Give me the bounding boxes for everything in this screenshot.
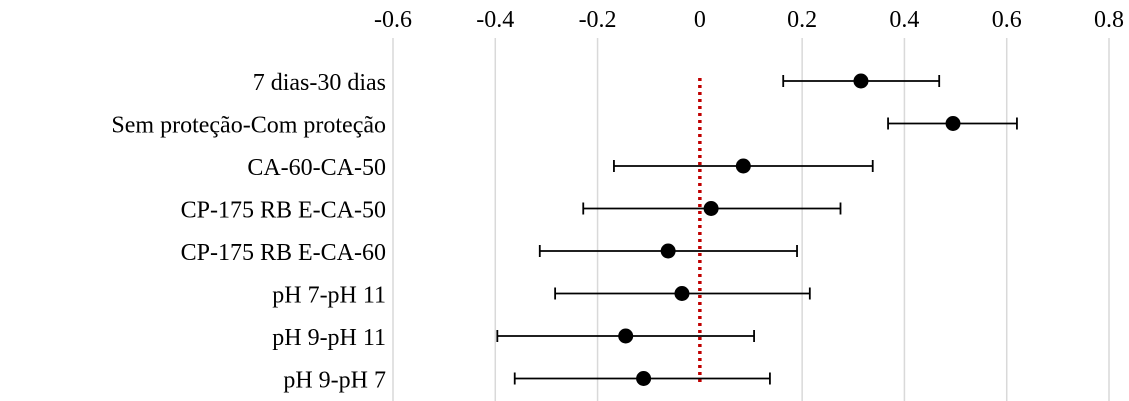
- x-tick-label: 0: [694, 7, 706, 33]
- confidence-intervals: [496, 75, 1018, 385]
- point-estimate: [703, 201, 719, 216]
- point-estimate: [674, 286, 690, 301]
- point-estimates: [618, 73, 961, 386]
- x-tick-label: 0.6: [992, 7, 1022, 33]
- x-tick-label: -0.2: [579, 7, 617, 33]
- x-tick-label: 0.2: [787, 7, 817, 33]
- x-tick-label: 0.8: [1094, 7, 1124, 33]
- point-estimate: [660, 243, 676, 259]
- x-axis-tick-labels: -0.6 -0.4 -0.2 0 0.2 0.4 0.6 0.8: [374, 7, 1124, 33]
- category-label: pH 9-pH 11: [272, 325, 386, 351]
- category-label: CA-60-CA-50: [247, 155, 386, 181]
- category-label: pH 7-pH 11: [272, 283, 386, 309]
- point-estimate: [735, 158, 751, 174]
- category-label: CP-175 RB E-CA-60: [181, 240, 386, 266]
- category-label: pH 9-pH 7: [283, 368, 386, 394]
- category-label: Sem proteção-Com proteção: [111, 113, 386, 139]
- point-estimate: [618, 328, 634, 344]
- x-tick-label: -0.6: [374, 7, 412, 33]
- point-estimate: [945, 116, 961, 131]
- point-estimate: [853, 73, 869, 89]
- category-label: 7 dias-30 dias: [253, 70, 386, 96]
- x-tick-label: -0.4: [476, 7, 514, 33]
- category-label: CP-175 RB E-CA-50: [181, 198, 386, 224]
- category-labels: 7 dias-30 dias Sem proteção-Com proteção C…: [111, 70, 386, 394]
- gridlines: [392, 38, 1110, 401]
- x-tick-label: 0.4: [889, 7, 919, 33]
- point-estimate: [636, 371, 652, 386]
